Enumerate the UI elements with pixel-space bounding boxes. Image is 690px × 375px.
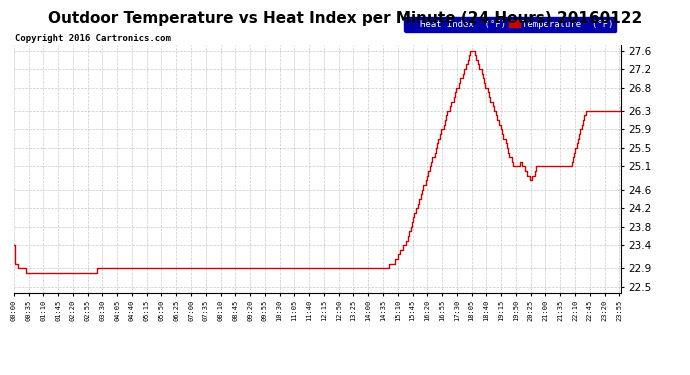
Text: Copyright 2016 Cartronics.com: Copyright 2016 Cartronics.com bbox=[15, 33, 171, 42]
Text: Outdoor Temperature vs Heat Index per Minute (24 Hours) 20160122: Outdoor Temperature vs Heat Index per Mi… bbox=[48, 11, 642, 26]
Legend: Heat Index  (°F), Temperature  (°F): Heat Index (°F), Temperature (°F) bbox=[404, 17, 616, 32]
